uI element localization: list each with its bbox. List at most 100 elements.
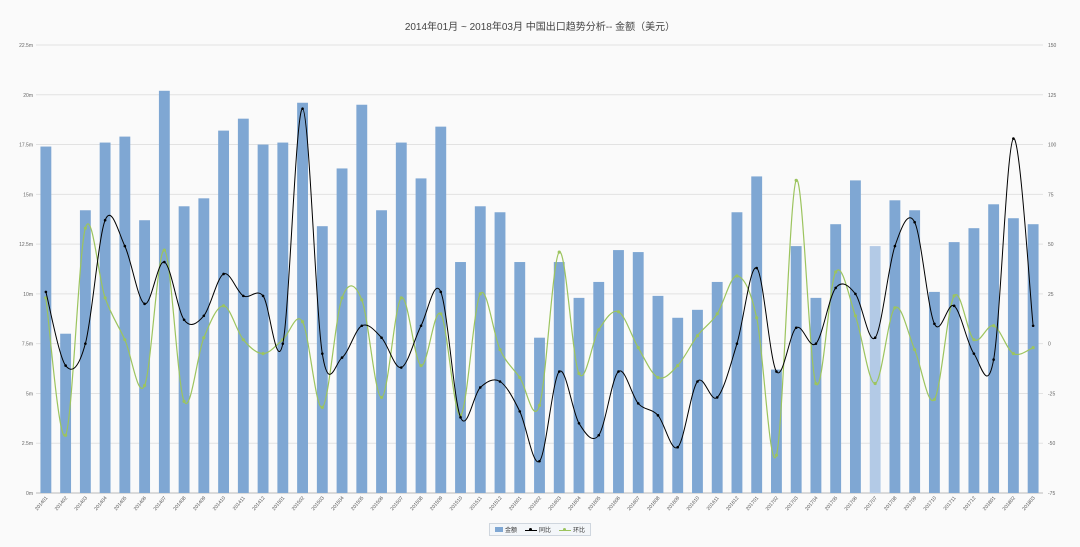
bar	[158, 90, 170, 493]
y-left-tick-label: 5m	[26, 391, 33, 397]
point-mom	[103, 296, 107, 300]
point-mom	[932, 397, 937, 402]
x-tick-label: 201502	[291, 495, 306, 512]
y-left-tick-label: 0m	[26, 491, 33, 497]
y-right-tick-label: 25	[1048, 292, 1054, 298]
point-yoy	[64, 364, 67, 367]
point-mom	[221, 304, 226, 308]
x-tick-label: 201503	[311, 495, 326, 512]
bar	[257, 144, 269, 494]
point-mom	[676, 363, 680, 368]
point-mom	[774, 453, 779, 457]
legend-item-amount[interactable]: 金额	[494, 525, 517, 534]
point-yoy	[340, 356, 344, 359]
point-mom	[162, 248, 166, 252]
point-yoy	[676, 445, 680, 449]
point-mom	[814, 381, 818, 386]
point-yoy	[992, 358, 995, 361]
legend-item-yoy[interactable]: 同比	[524, 525, 551, 534]
x-tick-label: 201705	[824, 495, 839, 512]
x-tick-label: 201611	[706, 495, 721, 512]
x-tick-label: 201409	[192, 495, 207, 512]
point-yoy	[321, 352, 324, 355]
x-tick-label: 201610	[686, 495, 701, 512]
legend-line-swatch-green	[559, 527, 571, 533]
point-mom	[755, 316, 759, 320]
point-yoy	[399, 366, 403, 369]
point-mom	[695, 334, 700, 338]
legend-bar-swatch	[494, 527, 503, 532]
x-tick-label: 201707	[863, 495, 878, 512]
point-mom	[715, 312, 719, 316]
point-yoy	[873, 336, 877, 339]
legend-label-amount: 金额	[504, 528, 517, 534]
bar	[316, 226, 328, 494]
point-yoy	[715, 396, 719, 399]
bar	[237, 118, 249, 493]
x-tick-label: 201511	[469, 495, 484, 512]
legend-item-mom[interactable]: 环比	[559, 525, 585, 534]
chart-title: 2014年01月 ~ 2018年03月 中国出口趋势分析-- 金额（美元）	[404, 22, 676, 33]
point-yoy	[459, 416, 462, 419]
bar	[771, 369, 782, 493]
point-mom	[893, 306, 897, 310]
bar	[79, 210, 91, 494]
x-tick-label: 201406	[133, 495, 148, 512]
point-yoy	[893, 244, 897, 248]
point-mom	[1031, 346, 1035, 350]
point-mom	[261, 352, 265, 356]
point-yoy	[202, 314, 206, 318]
point-mom	[952, 294, 956, 298]
point-yoy	[735, 342, 739, 345]
bar	[60, 333, 72, 493]
x-tick-label: 201710	[923, 495, 938, 512]
y-right-tick-label: 150	[1048, 43, 1057, 49]
point-yoy	[439, 290, 443, 294]
bar	[948, 242, 960, 493]
point-yoy	[103, 218, 107, 222]
y-right-tick-label: 0	[1048, 342, 1051, 348]
x-tick-label: 201506	[370, 495, 385, 512]
y-left-tick-label: 20m	[23, 93, 33, 99]
bar	[810, 297, 822, 493]
x-tick-label: 201407	[153, 495, 168, 512]
bar	[336, 168, 348, 493]
bar	[1007, 218, 1019, 493]
bar	[1027, 224, 1039, 493]
bar	[731, 212, 743, 493]
point-mom	[439, 312, 443, 316]
x-tick-label: 201612	[725, 495, 740, 512]
bar	[395, 142, 407, 493]
point-yoy	[696, 380, 699, 383]
point-mom	[478, 292, 482, 296]
point-yoy	[557, 370, 561, 373]
legend-label-yoy: 同比	[538, 528, 551, 534]
point-yoy	[577, 422, 581, 425]
bar	[672, 317, 684, 493]
x-tick-label: 201402	[54, 495, 69, 512]
point-yoy	[1012, 137, 1015, 140]
bar	[415, 178, 427, 493]
point-yoy	[952, 304, 956, 308]
bar	[178, 206, 190, 493]
y-left-tick-label: 22.5m	[19, 43, 33, 49]
point-yoy	[794, 326, 798, 330]
y-right-tick-label: -50	[1048, 441, 1055, 447]
point-yoy	[478, 386, 482, 389]
bar	[692, 309, 703, 493]
y-left-tick-label: 7.5m	[22, 342, 33, 348]
y-right-tick-label: 100	[1048, 143, 1057, 149]
point-yoy	[222, 272, 225, 276]
bar	[849, 180, 861, 493]
x-tick-label: 201601	[508, 495, 523, 512]
line-mom	[45, 179, 1034, 459]
point-mom	[320, 405, 324, 409]
x-tick-label: 201403	[74, 495, 89, 512]
point-yoy	[597, 433, 601, 437]
point-mom	[64, 433, 68, 437]
point-mom	[142, 383, 147, 388]
point-mom	[340, 296, 344, 300]
point-mom	[182, 399, 186, 404]
point-mom	[992, 324, 996, 328]
